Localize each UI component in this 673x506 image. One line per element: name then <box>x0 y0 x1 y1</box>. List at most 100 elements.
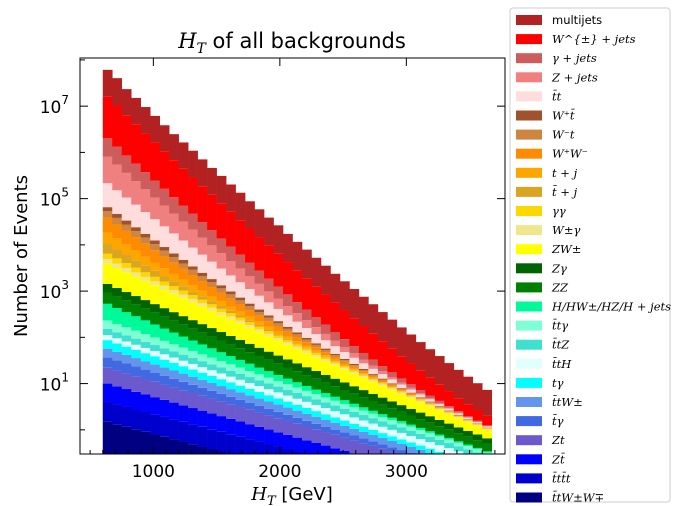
bar-2-bin-35 <box>434 400 445 404</box>
bar-2-bin-12 <box>216 238 227 254</box>
bar-0-bin-32 <box>406 334 417 364</box>
bar-13-bin-0 <box>102 283 113 293</box>
bar-16-bin-33 <box>415 429 426 434</box>
legend-swatch-12 <box>516 244 542 255</box>
bar-7-bin-0 <box>102 217 113 233</box>
bar-10-bin-28 <box>368 378 379 381</box>
bar-0-bin-26 <box>349 289 360 319</box>
bar-7-bin-29 <box>377 380 388 383</box>
bar-0-bin-19 <box>283 233 293 263</box>
bar-12-bin-28 <box>368 382 379 394</box>
bar-24-bin-6 <box>159 416 170 437</box>
bar-13-bin-22 <box>311 370 322 379</box>
bar-16-bin-35 <box>434 436 445 440</box>
bar-5-bin-32 <box>406 392 417 394</box>
bar-17-bin-30 <box>387 424 398 430</box>
bar-1-bin-17 <box>264 245 274 279</box>
bar-23-bin-9 <box>188 408 198 425</box>
bar-22-bin-11 <box>207 398 217 414</box>
bar-10-bin-21 <box>301 348 312 351</box>
bar-10-bin-16 <box>254 326 265 330</box>
bar-15-bin-33 <box>415 427 426 430</box>
bar-2-bin-36 <box>444 406 455 408</box>
bar-4-bin-38 <box>463 417 474 420</box>
bar-18-bin-36 <box>444 448 455 454</box>
bar-23-bin-4 <box>140 394 151 412</box>
bar-13-bin-6 <box>159 308 170 317</box>
bar-11-bin-39 <box>472 425 483 427</box>
bar-6-bin-20 <box>292 334 303 337</box>
bar-6-bin-30 <box>387 384 398 386</box>
bar-16-bin-18 <box>273 380 284 387</box>
legend-label-2: γ + jets <box>552 51 597 65</box>
bar-18-bin-11 <box>207 370 217 376</box>
legend-label-12: ZW± <box>551 242 581 256</box>
bar-0-bin-16 <box>254 209 265 238</box>
bar-11-bin-4 <box>140 276 151 281</box>
bar-0-bin-28 <box>368 304 379 334</box>
bar-5-bin-33 <box>415 397 426 398</box>
bar-7-bin-25 <box>339 361 350 365</box>
bar-12-bin-40 <box>482 430 493 439</box>
bar-7-bin-9 <box>188 275 198 286</box>
bar-8-bin-29 <box>377 382 388 383</box>
bar-14-bin-30 <box>387 408 398 418</box>
bar-6-bin-1 <box>112 217 123 225</box>
bar-7-bin-35 <box>434 406 445 408</box>
bar-14-bin-27 <box>358 397 369 408</box>
bar-10-bin-27 <box>358 374 369 377</box>
bar-4-bin-37 <box>453 413 464 415</box>
bar-4-bin-21 <box>301 328 312 338</box>
bar-8-bin-22 <box>311 350 322 353</box>
bar-7-bin-31 <box>396 389 407 391</box>
bar-1-bin-11 <box>207 194 217 231</box>
bar-3-bin-10 <box>197 237 208 255</box>
legend-swatch-13 <box>516 263 542 274</box>
bar-11-bin-38 <box>463 421 474 423</box>
bar-4-bin-11 <box>207 261 217 280</box>
bar-8-bin-31 <box>396 390 407 392</box>
bar-13-bin-19 <box>283 359 293 368</box>
bar-24-bin-18 <box>273 446 284 454</box>
bar-21-bin-23 <box>320 426 331 433</box>
bar-22-bin-15 <box>245 409 255 425</box>
legend-swatch-1 <box>516 34 542 45</box>
bar-24-bin-0 <box>102 401 113 422</box>
bar-24-bin-20 <box>292 451 303 454</box>
bar-12-bin-15 <box>245 327 255 344</box>
bar-18-bin-12 <box>216 373 227 380</box>
bar-20-bin-7 <box>169 370 179 379</box>
bar-4-bin-10 <box>197 254 208 273</box>
bar-0-bin-33 <box>415 342 426 371</box>
bar-6-bin-11 <box>207 282 217 288</box>
bar-14-bin-21 <box>301 375 312 386</box>
bar-25-bin-3 <box>131 429 142 454</box>
bar-11-bin-1 <box>112 263 123 268</box>
bar-19-bin-10 <box>197 372 208 380</box>
bar-6-bin-28 <box>368 374 379 376</box>
bar-5-bin-18 <box>273 321 284 324</box>
bar-1-bin-6 <box>159 151 170 189</box>
bar-4-bin-29 <box>377 374 388 379</box>
bar-19-bin-8 <box>178 366 189 374</box>
bar-12-bin-1 <box>112 267 123 288</box>
bar-15-bin-31 <box>396 421 407 424</box>
bar-18-bin-10 <box>197 367 208 373</box>
bar-1-bin-36 <box>444 391 455 407</box>
bar-12-bin-25 <box>339 369 350 383</box>
bar-0-bin-3 <box>131 97 142 125</box>
bar-3-bin-37 <box>453 412 464 414</box>
bar-1-bin-21 <box>301 278 312 310</box>
bar-25-bin-11 <box>207 448 217 454</box>
bar-11-bin-26 <box>349 371 360 374</box>
legend-swatch-3 <box>516 72 542 83</box>
bar-3-bin-31 <box>396 382 407 385</box>
bar-21-bin-20 <box>292 417 303 424</box>
bar-14-bin-3 <box>131 304 142 317</box>
bar-15-bin-22 <box>311 389 322 395</box>
legend-label-6: W⁻t <box>552 128 575 142</box>
bar-20-bin-19 <box>283 407 293 415</box>
bar-5-bin-29 <box>377 378 388 380</box>
bar-16-bin-27 <box>358 410 369 416</box>
bar-13-bin-28 <box>368 393 379 401</box>
